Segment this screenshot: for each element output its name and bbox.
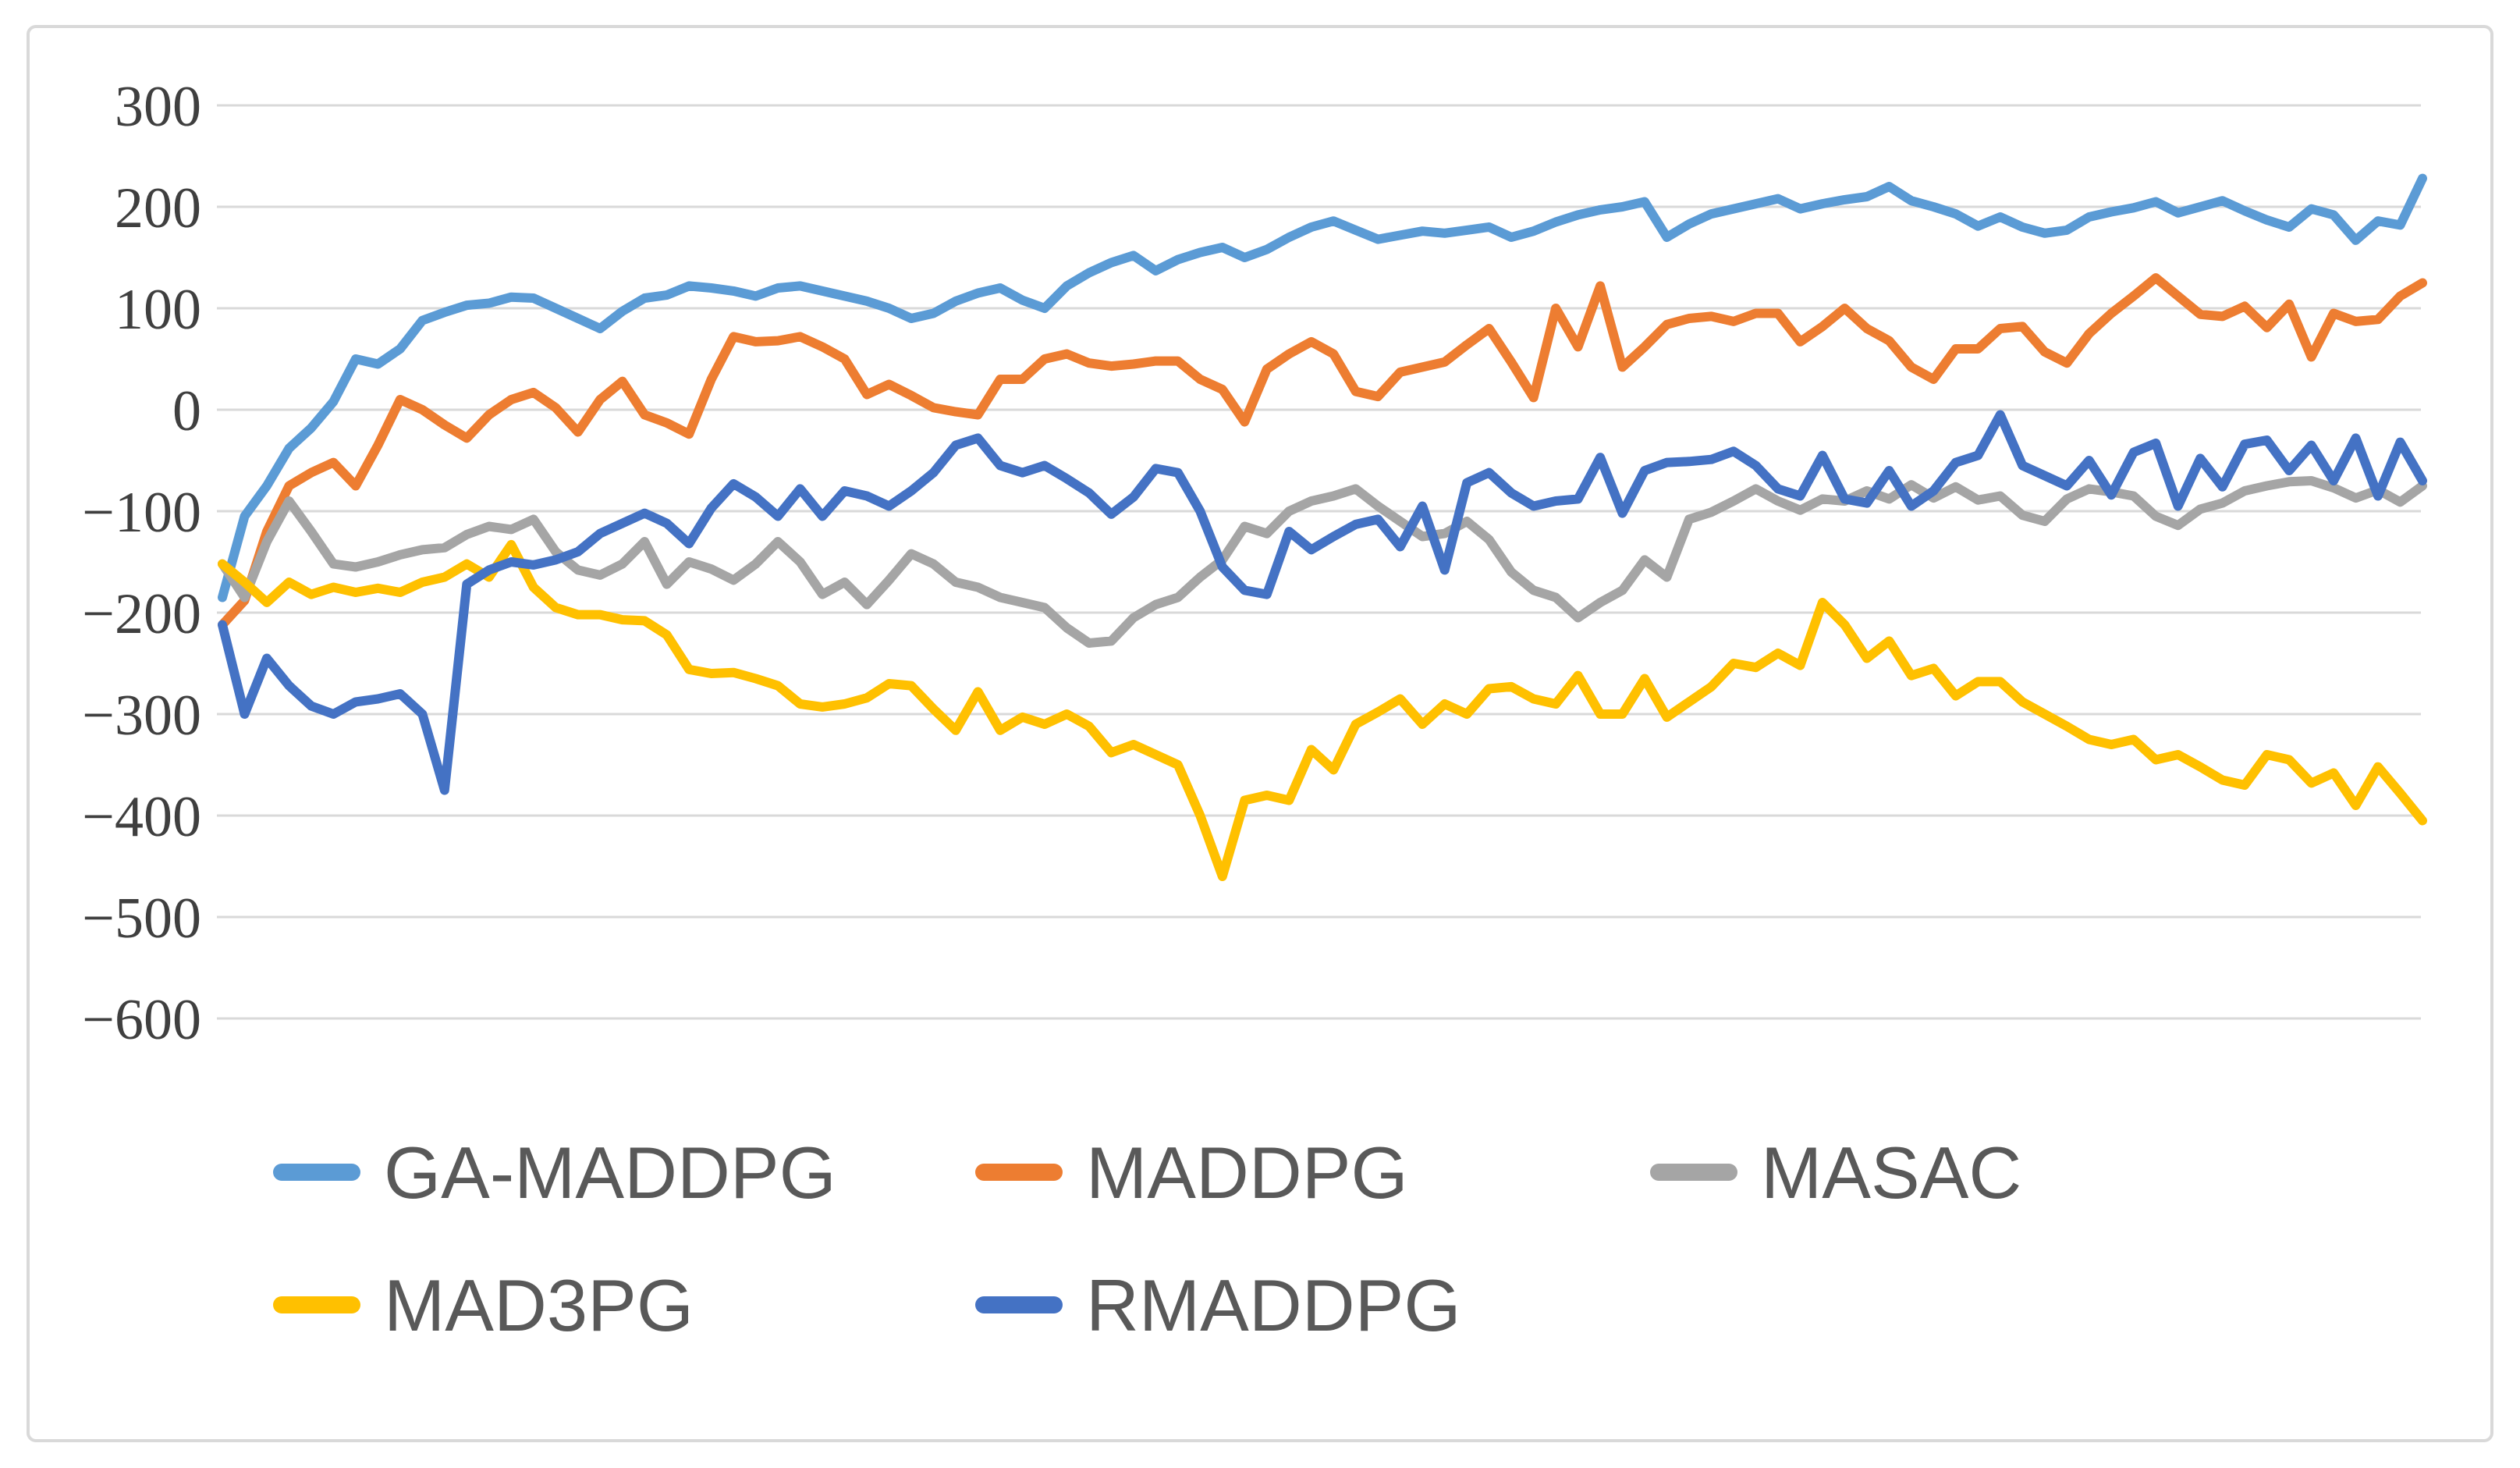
- y-axis-label-200: 200: [115, 176, 201, 240]
- legend-item-RMADDPG[interactable]: RMADDPG: [975, 1264, 1461, 1346]
- series-line-MASAC: [218, 476, 2427, 648]
- legend-item-MASAC[interactable]: MASAC: [1650, 1132, 2021, 1214]
- legend-swatch-GA-MADDPG: [273, 1164, 360, 1181]
- series-line-RMADDPG: [218, 410, 2427, 795]
- y-axis-label-300: 300: [115, 75, 201, 139]
- y-axis-label-0: 0: [172, 379, 201, 443]
- y-axis-label--200: −200: [82, 582, 201, 646]
- y-axis-label-100: 100: [115, 278, 201, 342]
- legend-label-MASAC: MASAC: [1761, 1132, 2021, 1214]
- y-axis-label--100: −100: [82, 481, 201, 545]
- y-axis-label--300: −300: [82, 684, 201, 748]
- y-axis-label--500: −500: [82, 887, 201, 951]
- legend-label-MADDPG: MADDPG: [1086, 1132, 1408, 1214]
- legend-item-MAD3PG[interactable]: MAD3PG: [273, 1264, 694, 1346]
- legend-swatch-MAD3PG: [273, 1296, 360, 1313]
- legend-label-RMADDPG: RMADDPG: [1086, 1264, 1461, 1346]
- legend-item-MADDPG[interactable]: MADDPG: [975, 1132, 1408, 1214]
- legend-swatch-RMADDPG: [975, 1296, 1063, 1313]
- y-axis-label--400: −400: [82, 785, 201, 849]
- legend-swatch-MASAC: [1650, 1164, 1737, 1181]
- legend-item-GA-MADDPG[interactable]: GA-MADDPG: [273, 1132, 836, 1214]
- series-line-MAD3PG: [218, 539, 2427, 881]
- chart-frame: [27, 25, 2493, 1442]
- legend-label-MAD3PG: MAD3PG: [384, 1264, 694, 1346]
- y-axis-label--600: −600: [82, 988, 201, 1052]
- series-line-MADDPG: [218, 273, 2427, 630]
- legend-swatch-MADDPG: [975, 1164, 1063, 1181]
- legend-label-GA-MADDPG: GA-MADDPG: [384, 1132, 836, 1214]
- y-axis-labels: 300 200 100 0 −100 −200 −300 −400 −500 −600: [82, 75, 201, 1052]
- series-lines: [218, 173, 2427, 881]
- series-line-GA-MADDPG: [218, 173, 2427, 602]
- legend: GA-MADDPG MADDPG MASAC MAD3PG RMADDPG: [273, 1132, 2021, 1346]
